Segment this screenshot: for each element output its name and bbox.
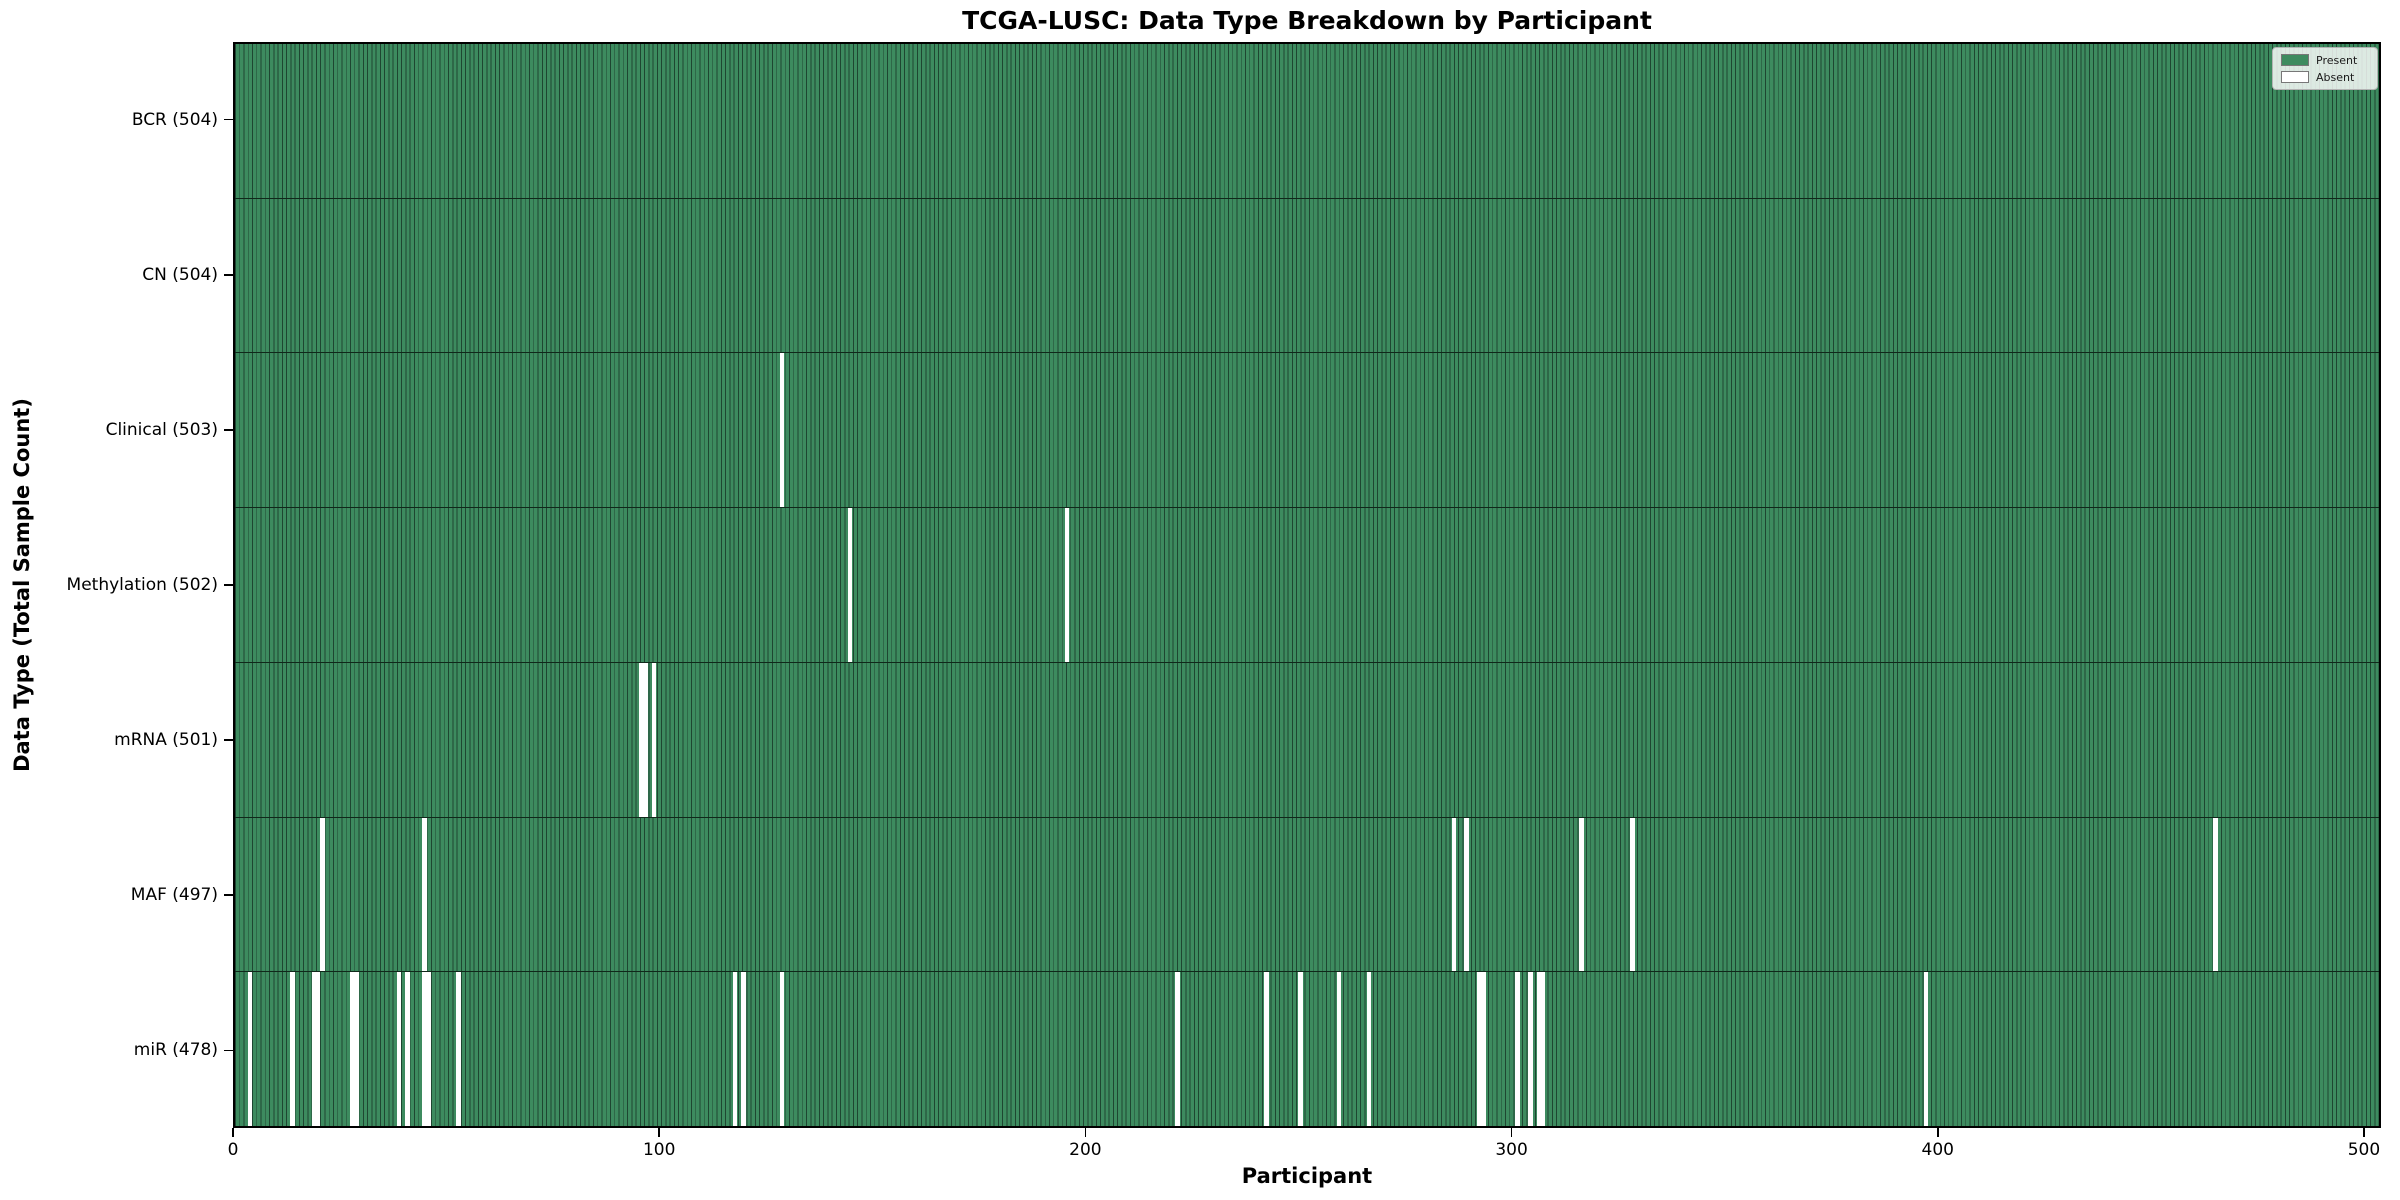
absent-bar (779, 972, 784, 1127)
absent-bar (1264, 972, 1269, 1127)
y-tick (224, 739, 233, 741)
absent-bar (405, 972, 410, 1127)
row-miR (235, 971, 2379, 1127)
absent-bar (1366, 972, 1371, 1127)
x-tick (1510, 1128, 1513, 1137)
row-BCR (235, 44, 2379, 198)
absent-bar (732, 972, 738, 1127)
x-tick (1936, 1128, 1939, 1137)
y-tick-label-Methylation: Methylation (502) (66, 575, 218, 595)
absent-bar (1630, 817, 1635, 972)
legend-entry-present: Present (2281, 54, 2369, 66)
absent-bar (1515, 972, 1520, 1127)
absent-bar (320, 817, 325, 972)
legend-label-absent: Absent (2316, 70, 2355, 84)
absent-bar (643, 662, 648, 817)
absent-bar (349, 972, 355, 1127)
row-MAF (235, 816, 2379, 972)
absent-bar (1336, 972, 1342, 1127)
plot-area (233, 42, 2381, 1128)
x-tick-label-300: 300 (1495, 1140, 1528, 1160)
absent-bar (1528, 972, 1533, 1127)
y-tick (224, 1049, 233, 1052)
present-swatch-icon (2281, 54, 2309, 66)
absent-bar (1064, 508, 1069, 662)
absent-bar (1540, 972, 1546, 1127)
absent-bar (456, 972, 461, 1127)
absent-bar (1477, 972, 1482, 1127)
absent-bar (354, 972, 359, 1127)
x-tick (232, 1128, 234, 1137)
x-tick (2363, 1128, 2365, 1137)
absent-bar (741, 972, 746, 1127)
absent-bar (1536, 972, 1542, 1127)
x-tick-label-400: 400 (1921, 1140, 1954, 1160)
absent-bar (2213, 817, 2218, 972)
absent-bar (639, 662, 644, 817)
x-tick-label-200: 200 (1069, 1140, 1102, 1160)
x-axis-title: Participant (1241, 1164, 1373, 1188)
absent-bar (1451, 817, 1457, 972)
absent-bar (426, 972, 431, 1127)
absent-bar (847, 508, 853, 662)
absent-swatch-icon (2281, 71, 2309, 83)
y-tick (224, 894, 233, 897)
absent-bar (422, 972, 427, 1127)
legend-entry-absent: Absent (2281, 71, 2369, 83)
absent-bar (311, 972, 317, 1127)
x-tick-label-500: 500 (2347, 1140, 2381, 1160)
y-tick-label-BCR: BCR (504) (131, 109, 218, 130)
x-tick (1084, 1128, 1087, 1137)
row-Methylation (235, 507, 2379, 662)
y-tick (224, 429, 233, 431)
absent-bar (779, 353, 784, 508)
absent-bar (290, 972, 295, 1127)
legend: Present Absent (2272, 47, 2378, 90)
chart-title: TCGA-LUSC: Data Type Breakdown by Partic… (962, 6, 1652, 35)
absent-bar (1923, 972, 1929, 1127)
y-tick (224, 118, 233, 121)
absent-bar (396, 972, 402, 1127)
x-tick-label-0: 0 (227, 1140, 239, 1160)
y-tick-label-Clinical: Clinical (503) (105, 419, 218, 440)
y-tick-label-miR: miR (478) (133, 1040, 218, 1061)
row-Clinical (235, 352, 2379, 508)
absent-bar (1298, 972, 1303, 1127)
y-tick-label-mRNA: mRNA (501) (114, 730, 218, 751)
absent-bar (247, 972, 253, 1127)
absent-bar (1464, 817, 1469, 972)
y-tick (224, 273, 233, 276)
legend-label-present: Present (2316, 53, 2358, 67)
row-CN (235, 197, 2379, 353)
y-tick (224, 584, 233, 586)
row-mRNA (235, 661, 2379, 817)
absent-bar (651, 662, 657, 817)
x-tick-label-100: 100 (642, 1140, 676, 1160)
absent-bar (1579, 817, 1584, 972)
x-tick (658, 1128, 660, 1137)
absent-bar (422, 817, 427, 972)
absent-bar (1481, 972, 1486, 1127)
y-tick-label-CN: CN (504) (142, 264, 218, 285)
absent-bar (1175, 972, 1180, 1127)
absent-bar (315, 972, 321, 1127)
y-tick-label-MAF: MAF (497) (130, 885, 218, 906)
